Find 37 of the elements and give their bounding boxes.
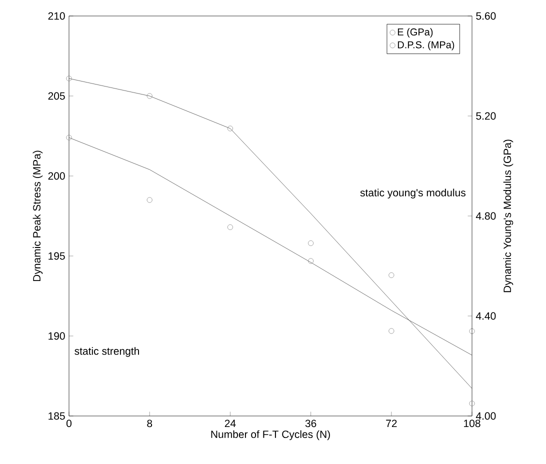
point: [388, 272, 394, 278]
x-tick-label: 8: [147, 420, 152, 428]
y2-tick-label: 4.80: [476, 212, 496, 220]
annotation: static strength: [74, 347, 139, 357]
x-tick-label: 108: [464, 420, 480, 428]
y-tick-label: 190: [48, 332, 65, 340]
y2-axis-title: Dynamic Young's Modulus (GPa): [503, 140, 514, 292]
point: [146, 93, 152, 99]
point: [227, 224, 233, 230]
point: [146, 197, 152, 203]
y2-tick-label: 5.20: [476, 112, 496, 120]
y2-tick-label: 4.00: [476, 412, 496, 420]
point: [308, 240, 314, 246]
legend-label: D.P.S. (MPa): [398, 40, 454, 50]
point: [308, 258, 314, 264]
y-tick-label: 205: [48, 92, 65, 100]
x-tick-label: 36: [305, 420, 316, 428]
y2-tick-label: 4.40: [476, 312, 496, 320]
y-tick-label: 200: [48, 172, 65, 180]
legend-label: E (GPa): [398, 28, 433, 38]
y-tick-label: 185: [48, 412, 65, 420]
y-tick-label: 195: [48, 252, 65, 260]
x-axis-title: Number of F-T Cycles (N): [211, 430, 330, 440]
point: [388, 328, 394, 334]
point: [66, 134, 72, 140]
annotation: static young's modulus: [360, 188, 466, 198]
x-tick-label: 72: [386, 420, 397, 428]
point: [469, 400, 475, 406]
point: [469, 328, 475, 334]
line-series: [69, 78, 472, 389]
y-axis-title: Dynamic Peak Stress (MPa): [32, 150, 43, 282]
x-tick-label: 24: [224, 420, 236, 428]
y2-tick-label: 5.60: [476, 12, 496, 20]
x-tick-label: 0: [66, 420, 72, 428]
point: [227, 126, 233, 132]
y-tick-label: 210: [48, 12, 65, 20]
point: [66, 76, 72, 82]
